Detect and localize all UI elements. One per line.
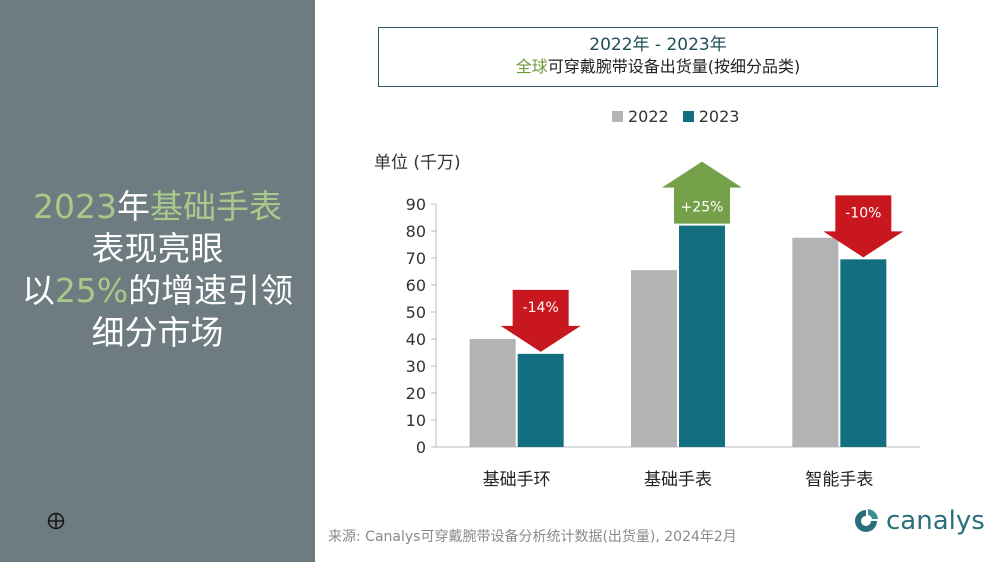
- bar-2023: [840, 259, 887, 447]
- headline: 2023年基础手表 表现亮眼 以25%的增速引领 细分市场: [0, 186, 315, 354]
- y-tick-label: 80: [406, 222, 426, 241]
- legend-swatch-2022: [612, 110, 623, 122]
- headline-growth-suffix: 的增速引领: [128, 271, 294, 310]
- headline-year: 2023: [33, 187, 117, 226]
- chart-subtitle: 全球可穿戴腕带设备出货量(按细分品类): [379, 56, 937, 78]
- headline-category: 基础手表: [149, 187, 282, 226]
- y-tick-label: 90: [406, 195, 426, 214]
- headline-line-3: 以25%的增速引领: [0, 270, 315, 312]
- change-arrow-down: [500, 289, 581, 352]
- y-tick-label: 40: [406, 330, 426, 349]
- canalys-logo: canalys: [852, 506, 985, 536]
- y-tick-label: 0: [416, 438, 426, 457]
- chart-subtitle-rest: 可穿戴腕带设备出货量(按细分品类): [547, 57, 801, 76]
- legend-item-2022: 2022: [612, 107, 669, 126]
- legend: 2022 2023: [612, 105, 753, 127]
- headline-prefix: 以: [21, 271, 55, 310]
- chart-subtitle-highlight: 全球: [515, 57, 548, 76]
- legend-item-2023: 2023: [682, 106, 740, 126]
- headline-year-suffix: 年: [116, 187, 150, 226]
- legend-label-2023: 2023: [698, 106, 740, 126]
- legend-swatch-2023: [682, 110, 694, 122]
- headline-line-4: 细分市场: [91, 313, 224, 352]
- source-note: 来源: Canalys可穿戴腕带设备分析统计数据(出货量), 2024年2月: [328, 529, 737, 545]
- y-tick-label: 50: [406, 303, 426, 322]
- bar-2023: [517, 353, 564, 447]
- logo-text: canalys: [886, 506, 985, 536]
- chart-title-box: 2022年 - 2023年 全球可穿戴腕带设备出货量(按细分品类): [378, 27, 938, 87]
- headline-line-1: 2023年基础手表: [0, 186, 315, 228]
- y-tick-label: 70: [406, 249, 426, 268]
- x-tick-label: 基础手环: [483, 470, 551, 490]
- legend-label-2022: 2022: [628, 106, 669, 126]
- change-label: -10%: [845, 205, 881, 221]
- headline-growth: 25%: [54, 271, 129, 310]
- crosshair-icon: [47, 512, 65, 530]
- x-tick-label: 智能手表: [805, 470, 873, 490]
- change-label: -14%: [523, 300, 559, 316]
- bar-2023: [679, 225, 725, 447]
- bar-2022: [792, 237, 839, 447]
- canalys-logo-icon: [855, 509, 878, 532]
- chart-title: 2022年 - 2023年: [589, 35, 727, 55]
- headline-line-2: 表现亮眼: [91, 229, 224, 268]
- y-tick-label: 10: [406, 411, 426, 430]
- x-tick-label: 基础手表: [644, 470, 712, 490]
- y-axis-label: 单位 (千万): [374, 153, 461, 173]
- change-arrow-up: [662, 161, 742, 224]
- y-tick-label: 60: [406, 276, 426, 295]
- y-tick-label: 20: [406, 384, 426, 403]
- left-panel: 2023年基础手表 表现亮眼 以25%的增速引领 细分市场: [0, 0, 315, 562]
- change-arrow-down: [823, 195, 904, 258]
- change-label: +25%: [681, 200, 724, 216]
- bar-2022: [469, 339, 516, 447]
- y-tick-label: 30: [406, 357, 426, 376]
- bar-2022: [631, 270, 677, 447]
